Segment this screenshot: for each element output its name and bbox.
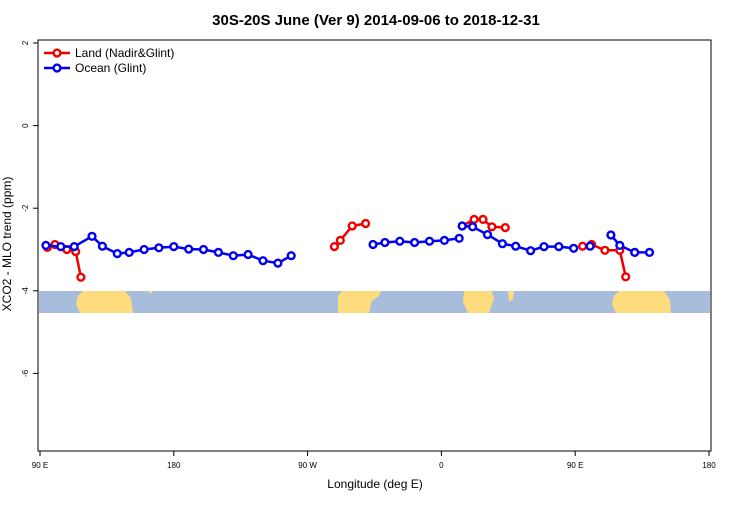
data-point (243, 249, 253, 260)
data-point (198, 244, 209, 255)
data-point (87, 231, 97, 241)
y-axis-label: XCO2 - MLO trend (ppm) (0, 177, 14, 312)
map-strip (39, 291, 710, 313)
map-ocean (39, 291, 710, 313)
data-point (169, 242, 179, 252)
data-point (539, 242, 549, 252)
data-point (124, 247, 134, 258)
data-point (76, 272, 86, 282)
data-point (577, 241, 588, 251)
y-tick-label: -6 (21, 369, 30, 377)
legend-label: Land (Nadir&Glint) (75, 46, 174, 60)
data-point (368, 239, 378, 250)
data-point (97, 241, 108, 251)
data-point (329, 242, 340, 252)
data-point (482, 230, 493, 240)
data-point (380, 237, 390, 248)
map-land (508, 291, 514, 302)
legend-marker (52, 63, 62, 73)
data-point (630, 247, 640, 258)
data-point (569, 243, 579, 253)
data-point (511, 241, 521, 251)
legend: Land (Nadir&Glint)Ocean (Glint) (44, 46, 174, 75)
data-point (184, 244, 194, 254)
data-point (410, 237, 420, 248)
y-tick-label: -4 (21, 287, 30, 295)
data-point (154, 243, 164, 253)
data-point (468, 222, 478, 232)
data-point (500, 223, 510, 233)
data-point (112, 249, 122, 259)
data-point (454, 233, 464, 243)
data-point (606, 230, 616, 240)
data-point (487, 222, 497, 232)
x-axis-label: Longitude (deg E) (327, 477, 422, 491)
data-point (615, 240, 625, 251)
y-tick-label: 2 (21, 40, 30, 45)
x-tick-label: 90 W (298, 461, 317, 470)
x-axis: 90 E 180 90 W 0 90 E 180 (32, 451, 716, 470)
data-point (644, 247, 655, 258)
data-point (228, 251, 238, 261)
data-point (56, 242, 66, 252)
series-line (45, 235, 292, 265)
chart-title: 30S-20S June (Ver 9) 2014-09-06 to 2018-… (212, 12, 540, 29)
data-point (213, 247, 224, 258)
y-tick-label: -2 (21, 204, 30, 212)
series-layer (41, 214, 655, 282)
data-point (600, 245, 610, 255)
map-land (338, 291, 381, 313)
data-point (621, 272, 631, 282)
series-ocean (41, 221, 655, 268)
data-point (478, 214, 488, 225)
data-point (525, 246, 536, 256)
legend-label: Ocean (Glint) (75, 61, 146, 75)
map-land (76, 291, 133, 313)
map-land (463, 291, 494, 313)
data-point (335, 235, 345, 246)
x-tick-label: 180 (702, 461, 716, 470)
x-tick-label: 0 (439, 461, 444, 470)
legend-marker (52, 48, 62, 58)
x-tick-label: 90 E (32, 461, 48, 470)
data-point (139, 244, 149, 255)
series-line (609, 234, 650, 254)
data-point (395, 236, 405, 246)
data-point (69, 242, 79, 252)
y-tick-label: 0 (21, 123, 30, 128)
data-point (554, 242, 564, 252)
data-point (585, 241, 595, 251)
data-point (361, 218, 371, 229)
data-point (497, 239, 508, 249)
data-point (469, 214, 479, 225)
data-point (424, 236, 435, 246)
data-point (41, 240, 51, 251)
data-point (286, 251, 296, 261)
data-point (439, 235, 450, 246)
data-point (273, 258, 283, 268)
x-tick-label: 180 (167, 461, 181, 470)
map-land (612, 291, 671, 313)
data-point (347, 221, 357, 231)
data-point (258, 256, 268, 266)
map-land (148, 291, 153, 294)
x-tick-label: 90 E (567, 461, 583, 470)
y-axis: 2 0 -2 -4 -6 (21, 40, 38, 377)
data-point (457, 221, 467, 231)
plot-frame (37, 39, 712, 452)
